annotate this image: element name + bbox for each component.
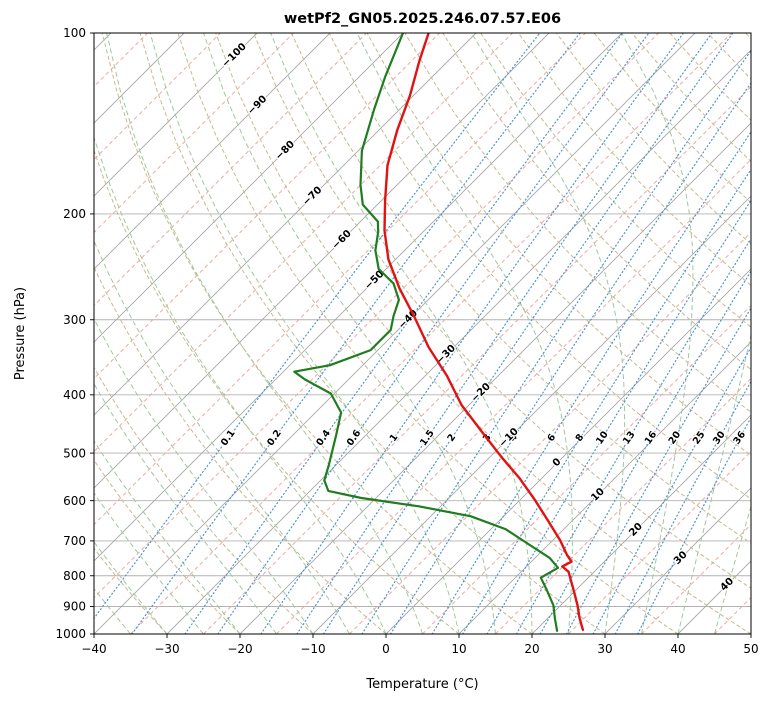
moist-adiabat-line (203, 33, 496, 634)
mixing-ratio-line (260, 33, 685, 634)
x-axis-label: Temperature (°C) (365, 677, 478, 692)
isotherm-dashed-line (641, 523, 751, 634)
dry-adiabat-line (328, 33, 751, 500)
isotherm-line (531, 414, 751, 634)
x-tick-label: −40 (81, 642, 106, 656)
isotherm-dashed-line (203, 85, 751, 634)
dry-adiabat-line (480, 33, 751, 328)
sounding-profile-layer (293, 33, 585, 632)
y-tick-label: 1000 (55, 627, 86, 641)
mixing-ratio-line (361, 49, 751, 634)
x-tick-label: 10 (451, 642, 466, 656)
moist-adiabat-line (106, 33, 423, 634)
isotherm-line (312, 195, 751, 634)
x-tick-label: 50 (743, 642, 758, 656)
isotherm-line (94, 33, 331, 270)
background-field-layer (94, 33, 751, 634)
mixing-ratio-line (515, 237, 751, 634)
y-tick-label: 600 (63, 494, 86, 508)
x-tick-label: −10 (300, 642, 325, 656)
y-axis-label: Pressure (hPa) (13, 287, 28, 380)
dewpoint-curve (293, 33, 560, 632)
dry-adiabat-line (94, 459, 241, 634)
moist-adiabat-line (471, 33, 626, 634)
tick-layer: −40 −30 −20 −10 0 10 20 30 40 50 100 200 300 400 500 60… (55, 26, 758, 656)
mixing-ratio-line (462, 168, 751, 634)
axes-frame (93, 32, 752, 635)
isotherm-dashed-line (349, 231, 751, 634)
mixing-ratio-line (184, 33, 624, 634)
moist-adiabat-line (270, 33, 533, 634)
isotherm-dashed-line (94, 33, 221, 161)
isotherm-dashed-line (276, 158, 751, 634)
x-tick-label: 20 (524, 642, 539, 656)
mixing-ratio-line (389, 81, 751, 634)
isotherm-line (94, 33, 477, 416)
moist-adiabat-line (94, 135, 387, 634)
dry-adiabat-line (215, 33, 751, 634)
dry-adiabat-line (517, 33, 751, 286)
y-tick-label: 800 (63, 569, 86, 583)
isotherm-line (239, 122, 751, 634)
x-tick-label: 0 (382, 642, 390, 656)
y-tick-label: 200 (63, 207, 86, 221)
mixing-ratio-line (431, 130, 751, 634)
isotherm-dashed-line (422, 304, 751, 634)
chart-title: wetPf2_GN05.2025.246.07.57.E06 (284, 11, 561, 27)
dry-adiabat-line (94, 148, 460, 634)
dry-adiabat-line (290, 33, 751, 544)
isotherm-line (94, 33, 258, 197)
mixing-ratio-line (486, 199, 751, 634)
mixing-ratio-line (94, 33, 541, 620)
y-tick-label: 400 (63, 388, 86, 402)
dry-adiabat-line (94, 366, 314, 634)
dry-adiabat-line (177, 33, 679, 634)
dry-adiabat-line (253, 33, 751, 589)
y-tick-label: 500 (63, 446, 86, 460)
y-tick-label: 100 (63, 26, 86, 40)
mixing-ratio-line (296, 33, 713, 634)
isotherm-dashed-line (94, 33, 659, 599)
isotherm-dashed-line (94, 33, 586, 526)
mixing-ratio-line (614, 380, 751, 634)
moist-adiabat-line (677, 332, 751, 634)
moist-adiabat-line (714, 504, 751, 634)
isotherm-dashed-line (130, 33, 732, 634)
x-tick-label: 30 (597, 642, 612, 656)
isotherm-line (604, 487, 751, 634)
isotherm-dashed-line (94, 33, 440, 380)
moist-adiabat-line (621, 33, 694, 634)
y-tick-label: 700 (63, 534, 86, 548)
isotherm-line (94, 33, 623, 562)
x-tick-label: −20 (227, 642, 252, 656)
isotherm-line (385, 268, 751, 634)
isotherm-dashed-line (568, 450, 751, 634)
temperature-curve (383, 33, 585, 631)
y-tick-label: 300 (63, 313, 86, 327)
moist-adiabat-line (94, 317, 314, 634)
moist-adiabat-line (94, 239, 350, 634)
mixing-ratio-line (637, 416, 751, 634)
dry-adiabat-line (94, 265, 387, 634)
y-tick-label: 900 (63, 600, 86, 614)
isotherm-dashed-line (94, 33, 294, 234)
isotherm-line (458, 341, 751, 634)
isotherm-dashed-line (94, 33, 513, 453)
mixing-ratio-line (322, 33, 734, 634)
x-tick-label: −30 (154, 642, 179, 656)
isotherm-line (94, 33, 550, 489)
x-tick-label: 40 (670, 642, 685, 656)
isotherm-dashed-line (94, 33, 367, 307)
moist-adiabat-line (356, 33, 573, 634)
isotherm-line (94, 33, 404, 343)
moist-adiabat-line (149, 33, 460, 634)
